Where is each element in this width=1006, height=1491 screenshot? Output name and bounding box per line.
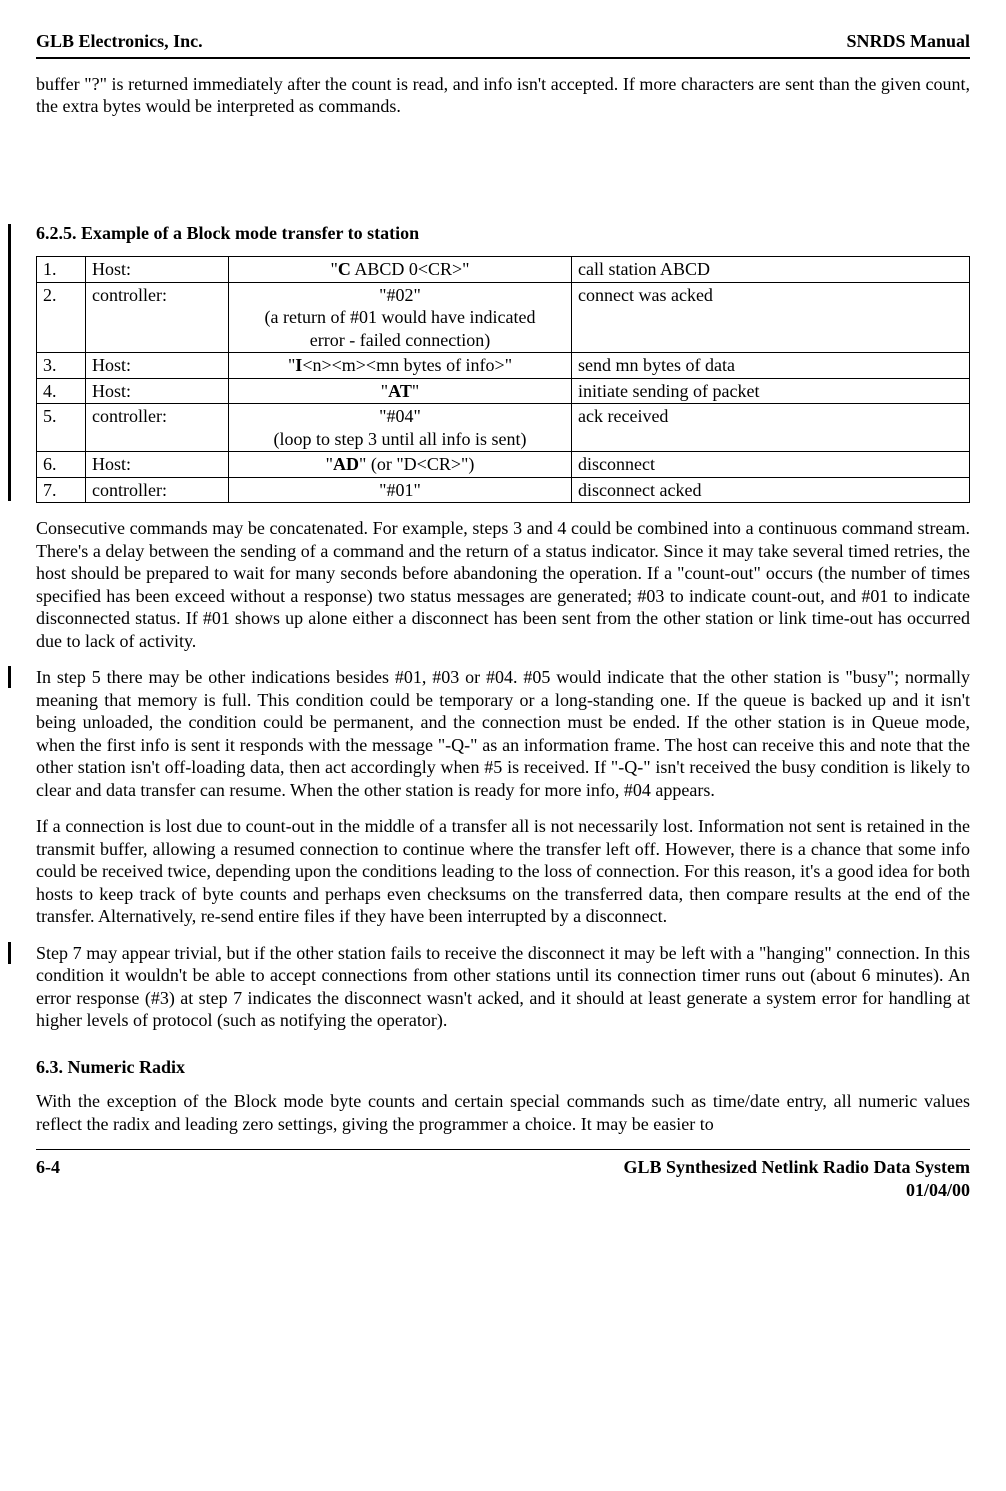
row-command: "#04"(loop to step 3 until all info is s…	[229, 404, 572, 452]
row-num: 1.	[37, 257, 86, 283]
table-row: 6. Host: "AD" (or "D<CR>") disconnect	[37, 452, 970, 478]
row-desc: send mn bytes of data	[572, 353, 970, 379]
row-desc: initiate sending of packet	[572, 378, 970, 404]
row-who: Host:	[86, 378, 229, 404]
row-num: 6.	[37, 452, 86, 478]
row-who: controller:	[86, 282, 229, 353]
footer-rule	[36, 1149, 970, 1150]
footer-left: 6-4	[36, 1156, 60, 1201]
section-63-title: 6.3. Numeric Radix	[36, 1056, 185, 1079]
row-desc: ack received	[572, 404, 970, 452]
spacer	[36, 132, 970, 222]
header-rule	[36, 57, 970, 59]
footer-right: GLB Synthesized Netlink Radio Data Syste…	[623, 1156, 970, 1201]
row-who: controller:	[86, 404, 229, 452]
row-num: 4.	[37, 378, 86, 404]
row-who: Host:	[86, 452, 229, 478]
table-row: 5. controller: "#04"(loop to step 3 unti…	[37, 404, 970, 452]
row-desc: call station ABCD	[572, 257, 970, 283]
row-command: "AD" (or "D<CR>")	[229, 452, 572, 478]
row-command: "#01"	[229, 477, 572, 503]
paragraph-lost-conn: If a connection is lost due to count-out…	[36, 815, 970, 928]
table-row: 3. Host: "I<n><m><mn bytes of info>" sen…	[37, 353, 970, 379]
row-command: "I<n><m><mn bytes of info>"	[229, 353, 572, 379]
paragraph-step7: Step 7 may appear trivial, but if the ot…	[36, 942, 970, 1032]
section-625-title: 6.2.5. Example of a Block mode transfer …	[36, 222, 419, 245]
page-footer: 6-4 GLB Synthesized Netlink Radio Data S…	[36, 1156, 970, 1201]
table-row: 4. Host: "AT" initiate sending of packet	[37, 378, 970, 404]
paragraph-step5: In step 5 there may be other indications…	[36, 666, 970, 801]
row-num: 7.	[37, 477, 86, 503]
paragraph-radix: With the exception of the Block mode byt…	[36, 1090, 970, 1135]
row-who: Host:	[86, 353, 229, 379]
table-row: 2. controller: "#02"(a return of #01 wou…	[37, 282, 970, 353]
paragraph-concat: Consecutive commands may be concatenated…	[36, 517, 970, 652]
table-row: 1. Host: "C ABCD 0<CR>" call station ABC…	[37, 257, 970, 283]
page-header: GLB Electronics, Inc. SNRDS Manual	[36, 30, 970, 53]
intro-paragraph: buffer "?" is returned immediately after…	[36, 73, 970, 118]
row-command: "C ABCD 0<CR>"	[229, 257, 572, 283]
row-num: 2.	[37, 282, 86, 353]
row-desc: disconnect acked	[572, 477, 970, 503]
row-command: "AT"	[229, 378, 572, 404]
header-left: GLB Electronics, Inc.	[36, 30, 203, 53]
section-625: 6.2.5. Example of a Block mode transfer …	[36, 222, 970, 504]
row-who: controller:	[86, 477, 229, 503]
row-desc: disconnect	[572, 452, 970, 478]
header-right: SNRDS Manual	[846, 30, 970, 53]
row-who: Host:	[86, 257, 229, 283]
row-num: 3.	[37, 353, 86, 379]
row-num: 5.	[37, 404, 86, 452]
row-command: "#02"(a return of #01 would have indicat…	[229, 282, 572, 353]
table-row: 7. controller: "#01" disconnect acked	[37, 477, 970, 503]
row-desc: connect was acked	[572, 282, 970, 353]
block-mode-table: 1. Host: "C ABCD 0<CR>" call station ABC…	[36, 256, 970, 503]
